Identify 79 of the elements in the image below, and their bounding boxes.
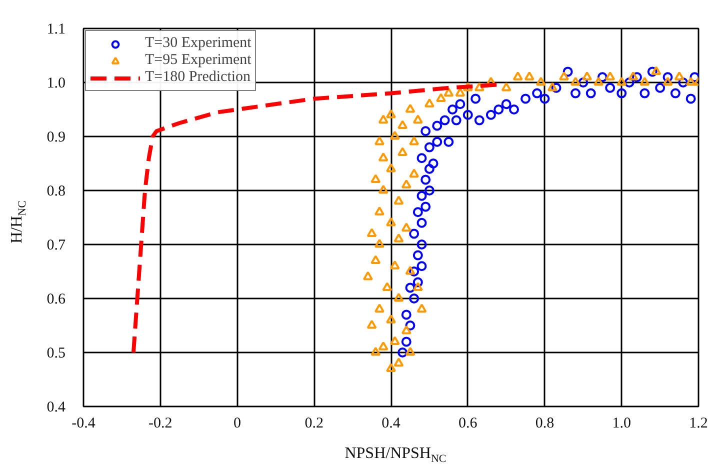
point [432,136,442,147]
point [509,104,519,114]
point [424,164,434,174]
point [624,78,634,88]
point [440,115,450,126]
point [670,88,680,98]
point [570,88,580,98]
point [455,99,466,110]
point [532,88,542,98]
point [405,320,416,330]
point [586,88,596,98]
x-tick-label: 0.6 [458,416,478,432]
x-tick-label: 0 [234,416,241,432]
x-tick-label: 0.4 [382,416,401,432]
x-axis-title: NPSH/NPSH$_{NC}$ [344,444,448,468]
point [655,82,666,93]
point [398,348,408,358]
point [444,136,454,147]
y-tick-label: 0.7 [46,238,66,254]
point [416,190,427,201]
legend-label: T=30 Experiment [145,35,252,52]
point [686,94,696,104]
point [474,115,484,126]
x-tick-label: 1.0 [612,416,631,432]
point [678,78,688,88]
y-tick-label: 0.9 [46,130,66,146]
point [416,218,427,228]
point [578,78,588,88]
point [690,72,698,82]
x-tick-label: -0.4 [72,416,96,432]
point [420,174,431,185]
point [420,126,431,136]
point [451,115,462,126]
point [632,72,642,82]
point [448,104,458,114]
legend-label: T=180 Prediction [145,69,251,86]
point [416,261,427,272]
x-tick-label: -0.2 [148,416,172,432]
point [470,94,481,104]
point [409,266,420,276]
point [412,207,423,218]
point [409,228,420,239]
point [597,72,608,82]
y-tick-label: 0.8 [46,184,66,200]
point [486,110,496,120]
y-tick-label: 1.0 [46,76,66,92]
point [432,120,442,131]
x-tick-label: 0.2 [304,416,324,432]
point [416,153,427,164]
point [616,88,627,98]
x-tick-label: 0.8 [535,416,554,432]
point [412,250,423,260]
y-tick-label: 1.1 [46,22,66,38]
point [462,110,473,120]
point [605,82,616,93]
point [551,82,562,93]
point [405,282,416,293]
point [520,94,531,104]
point [647,66,658,77]
point [424,142,434,152]
point [428,158,438,168]
point [501,99,512,110]
point [540,94,550,104]
point [416,240,427,250]
x-tick-label: 1.2 [689,416,708,432]
point [494,104,504,114]
point [562,66,573,77]
y-tick-label: 0.5 [46,346,66,362]
y-tick-label: 0.6 [46,292,66,308]
point [401,336,412,347]
point [409,294,420,304]
point [662,72,673,82]
point [401,310,412,320]
point [412,277,423,288]
y-tick-label: 0.4 [46,400,66,416]
legend-label: T=95 Experiment [145,52,252,69]
point [640,88,650,98]
point [420,202,431,212]
point [424,186,434,196]
